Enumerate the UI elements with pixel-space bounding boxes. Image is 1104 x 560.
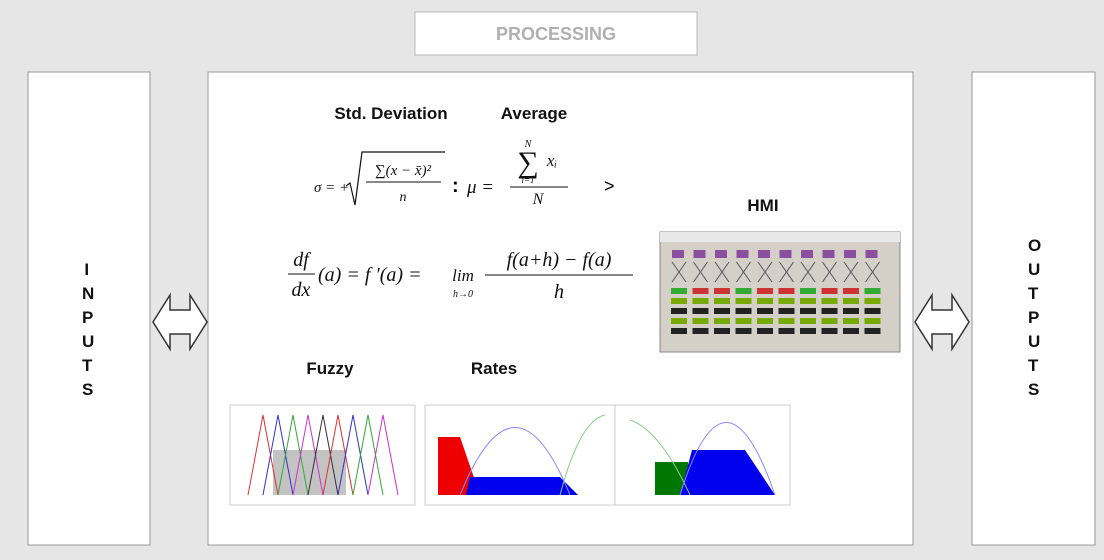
hmi-display	[736, 308, 752, 314]
hmi-display	[779, 328, 795, 334]
hmi-display	[822, 328, 838, 334]
hmi-alarm	[843, 288, 859, 294]
hmi-display	[671, 318, 687, 324]
hmi-display	[736, 318, 752, 324]
hmi-display	[779, 318, 795, 324]
hmi-alarm	[865, 288, 881, 294]
hmi-display	[757, 298, 773, 304]
formula-part: >	[604, 176, 615, 196]
hmi-alarm	[822, 288, 838, 294]
hmi-display	[800, 308, 816, 314]
label: Average	[501, 104, 567, 123]
hmi-display	[757, 328, 773, 334]
formula-part: N	[532, 191, 545, 208]
hmi-display	[714, 328, 730, 334]
canvas: PROCESSING Std. Deviation Average HMI Fu…	[0, 0, 1104, 560]
double-arrow	[915, 295, 969, 349]
hmi-tank	[780, 250, 792, 258]
hmi-display	[693, 328, 709, 334]
hmi-alarm	[671, 288, 687, 294]
hmi-display	[843, 308, 859, 314]
label: Std. Deviation	[334, 104, 447, 123]
hmi-display	[865, 318, 881, 324]
hmi-tank	[758, 250, 770, 258]
formula-part: ∑(x − x̄)²	[375, 163, 432, 179]
hmi-alarm	[800, 288, 816, 294]
hmi-display	[736, 328, 752, 334]
hmi-display	[800, 298, 816, 304]
hmi-display	[693, 318, 709, 324]
hmi-display	[736, 298, 752, 304]
formula-part: μ =	[466, 177, 494, 198]
hmi-display	[800, 318, 816, 324]
inputs-label: INPUTS	[82, 258, 91, 402]
hmi-alarm	[779, 288, 795, 294]
outputs-label: OUTPUTS	[1028, 234, 1037, 402]
hmi-tank	[801, 250, 813, 258]
hmi-display	[714, 318, 730, 324]
formula-part: h	[554, 281, 564, 303]
hmi-tank	[823, 250, 835, 258]
hmi-display	[714, 308, 730, 314]
hmi-display	[822, 308, 838, 314]
processing-title: PROCESSING	[496, 24, 616, 44]
hmi-display	[800, 328, 816, 334]
hmi-display	[822, 318, 838, 324]
hmi-display	[693, 308, 709, 314]
formula-part: xᵢ	[546, 151, 557, 170]
hmi-display	[779, 298, 795, 304]
hmi-display	[779, 308, 795, 314]
formula-part: (a) = f ′(a) =	[318, 264, 422, 286]
hmi-tank	[715, 250, 727, 258]
formula-part: :	[452, 175, 459, 197]
hmi-tank	[737, 250, 749, 258]
hmi-alarm	[714, 288, 730, 294]
hmi-alarm	[736, 288, 752, 294]
formula-part: h→0	[453, 289, 473, 300]
formula-part: σ = +	[314, 180, 349, 196]
hmi-tank	[844, 250, 856, 258]
double-arrow	[153, 295, 207, 349]
hmi-display	[865, 308, 881, 314]
hmi-display	[671, 308, 687, 314]
hmi-display	[843, 298, 859, 304]
formula-part: df	[293, 249, 311, 271]
label: Rates	[471, 359, 517, 378]
hmi-display	[843, 318, 859, 324]
hmi-display	[843, 328, 859, 334]
hmi-display	[865, 328, 881, 334]
hmi-display	[671, 328, 687, 334]
formula-part: i=1	[521, 175, 534, 185]
hmi-display	[693, 298, 709, 304]
hmi-toolbar	[660, 232, 900, 242]
hmi-display	[865, 298, 881, 304]
label: HMI	[747, 196, 778, 215]
formula-part: f(a+h) − f(a)	[507, 249, 612, 271]
hmi-alarm	[693, 288, 709, 294]
diagram: PROCESSING Std. Deviation Average HMI Fu…	[0, 0, 1104, 560]
hmi-display	[714, 298, 730, 304]
hmi-tank	[694, 250, 706, 258]
formula-part: dx	[292, 279, 311, 301]
hmi-display	[757, 318, 773, 324]
hmi-tank	[672, 250, 684, 258]
hmi-display	[757, 308, 773, 314]
hmi-tank	[866, 250, 878, 258]
hmi-display	[671, 298, 687, 304]
hmi-alarm	[757, 288, 773, 294]
label: Fuzzy	[306, 359, 354, 378]
hmi-display	[822, 298, 838, 304]
formula-part: n	[400, 190, 407, 205]
formula-part: lim	[452, 266, 474, 285]
